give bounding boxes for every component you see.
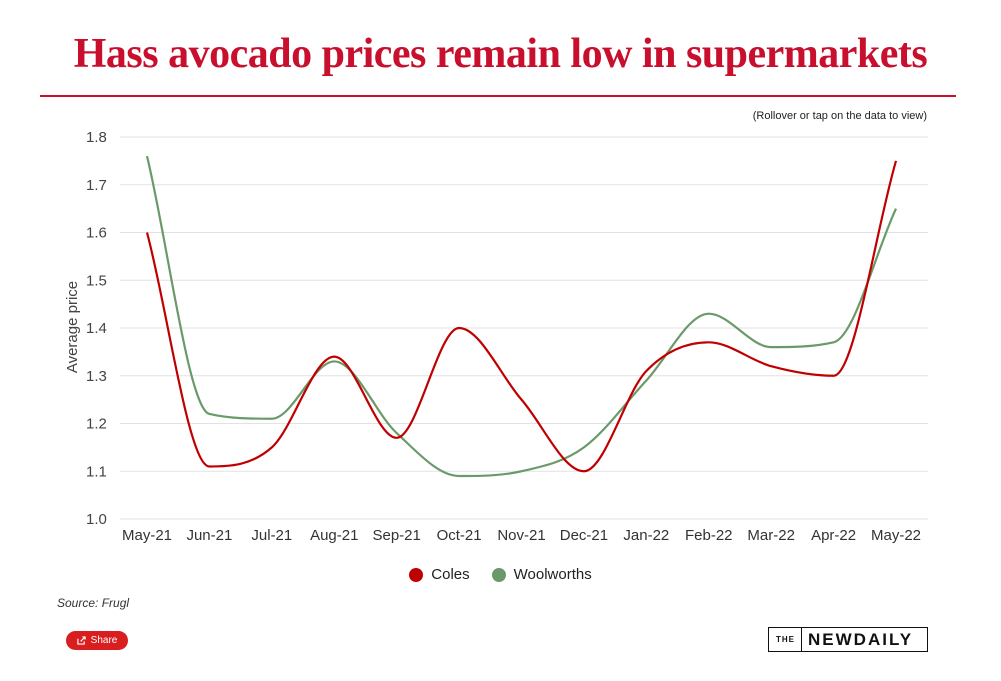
share-icon (76, 636, 86, 645)
x-tick-label: Sep-21 (372, 527, 420, 544)
y-tick-label: 1.5 (86, 272, 107, 289)
data-point-woolworths[interactable] (890, 203, 902, 215)
logo-name: NEWDAILY (808, 629, 914, 649)
x-tick-label: Apr-22 (811, 527, 856, 544)
x-tick-label: Mar-22 (747, 527, 795, 544)
data-point-coles[interactable] (328, 351, 340, 363)
data-point-woolworths[interactable] (578, 441, 590, 453)
line-chart[interactable]: 1.0 1.1 1.2 1.3 1.4 1.5 1.6 1.7 1.8 Average pric… (0, 0, 1001, 560)
y-axis-label: Average price (64, 281, 81, 373)
data-point-woolworths[interactable] (703, 308, 715, 320)
data-point-coles[interactable] (266, 441, 278, 453)
newdaily-logo: THE NEWDAILY (768, 627, 928, 652)
woolworths-dot-icon (491, 567, 506, 582)
data-point-woolworths[interactable] (765, 341, 777, 353)
legend: Coles Woolworths (0, 566, 1001, 583)
legend-label-woolworths: Woolworths (513, 566, 592, 583)
y-tick-label: 1.2 (86, 416, 107, 433)
y-tick-label: 1.1 (86, 463, 107, 480)
y-tick-label: 1.3 (86, 368, 107, 385)
x-tick-label: Feb-22 (685, 527, 733, 544)
series-line-coles[interactable] (145, 160, 898, 473)
share-button[interactable]: Share (66, 631, 128, 650)
data-point-woolworths[interactable] (516, 465, 528, 477)
x-tick-label: May-21 (122, 527, 172, 544)
series-line-woolworths[interactable] (145, 155, 897, 478)
x-axis-ticks: May-21 Jun-21 Jul-21 Aug-21 Sep-21 Oct-21 Nov-… (122, 527, 921, 544)
data-point-coles[interactable] (516, 394, 528, 406)
y-tick-label: 1.7 (86, 177, 107, 194)
legend-item-woolworths[interactable]: Woolworths (491, 566, 592, 583)
title-divider (40, 95, 956, 97)
data-point-coles[interactable] (640, 365, 652, 377)
y-tick-label: 1.8 (86, 129, 107, 146)
data-point-coles[interactable] (828, 370, 840, 382)
legend-label-coles: Coles (431, 566, 470, 583)
data-point-woolworths[interactable] (453, 470, 465, 482)
x-tick-label: May-22 (871, 527, 921, 544)
x-tick-label: Dec-21 (560, 527, 608, 544)
data-point-coles[interactable] (203, 460, 215, 472)
data-point-coles[interactable] (765, 360, 777, 372)
y-tick-label: 1.6 (86, 225, 107, 242)
series-lines (141, 150, 902, 482)
data-point-coles[interactable] (391, 432, 403, 444)
data-point-woolworths[interactable] (828, 336, 840, 348)
data-point-coles[interactable] (890, 155, 902, 167)
x-tick-label: Jun-21 (186, 527, 232, 544)
chart-title: Hass avocado prices remain low in superm… (73, 31, 928, 77)
source-note: Source: Frugl (57, 596, 130, 610)
logo-the: THE (769, 628, 802, 651)
x-tick-label: Aug-21 (310, 527, 358, 544)
legend-item-coles[interactable]: Coles (409, 566, 470, 583)
data-point-coles[interactable] (141, 227, 153, 239)
y-tick-label: 1.0 (86, 511, 107, 528)
gridlines (120, 136, 928, 520)
y-axis-ticks: 1.0 1.1 1.2 1.3 1.4 1.5 1.6 1.7 1.8 (86, 129, 107, 528)
coles-dot-icon (409, 567, 424, 582)
data-point-coles[interactable] (703, 336, 715, 348)
data-point-woolworths[interactable] (266, 413, 278, 425)
rollover-hint: (Rollover or tap on the data to view) (752, 110, 927, 122)
y-tick-label: 1.4 (86, 320, 107, 337)
x-tick-label: Oct-21 (437, 527, 482, 544)
x-tick-label: Jul-21 (251, 527, 292, 544)
x-tick-label: Jan-22 (623, 527, 669, 544)
data-point-woolworths[interactable] (141, 150, 153, 162)
x-tick-label: Nov-21 (497, 527, 545, 544)
data-point-woolworths[interactable] (203, 408, 215, 420)
data-point-coles[interactable] (453, 322, 465, 334)
share-label: Share (90, 635, 118, 646)
data-point-coles[interactable] (578, 465, 590, 477)
